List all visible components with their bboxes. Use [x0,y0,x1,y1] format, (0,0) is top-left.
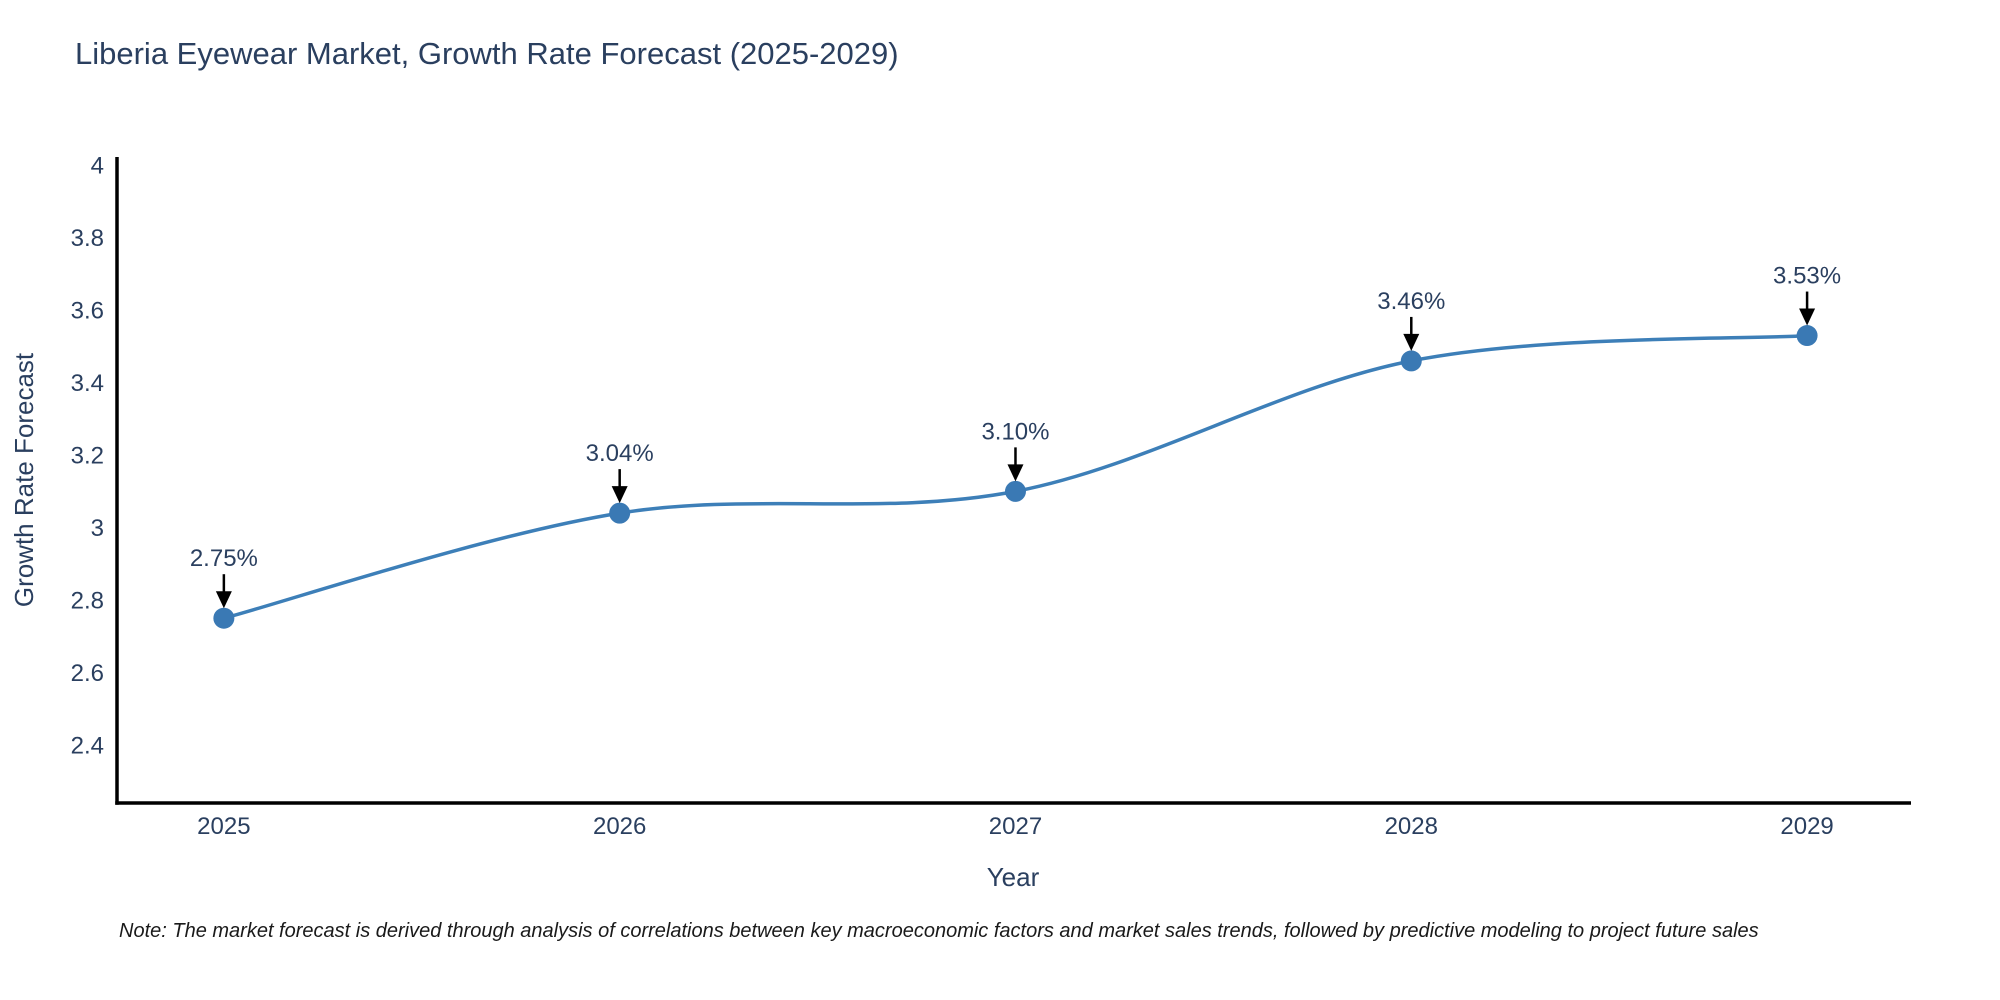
annotation-label: 3.46% [1377,288,1445,315]
annotation-arrowhead-icon [1799,308,1816,326]
annotation: 3.53% [1773,263,1841,326]
annotation: 3.04% [586,440,654,504]
annotation-label: 3.04% [586,440,654,467]
chart-title: Liberia Eyewear Market, Growth Rate Fore… [75,36,899,71]
annotation: 3.10% [981,418,1050,482]
data-point-marker[interactable] [213,607,235,629]
annotation: 3.46% [1377,288,1445,351]
annotation: 2.75% [190,545,258,609]
y-tick-label: 3.4 [71,370,104,397]
data-point-marker[interactable] [1004,480,1026,502]
y-axis-title: Growth Rate Forecast [9,352,39,607]
x-tick-label: 2028 [1385,813,1438,840]
y-tick-label: 3 [91,515,104,542]
data-point-markers [213,325,1818,629]
x-tick-label: 2027 [989,813,1042,840]
x-tick-label: 2025 [197,813,250,840]
y-tick-label: 2.4 [71,733,104,760]
y-tick-label: 2.6 [71,660,104,687]
annotation-label: 2.75% [190,545,258,572]
y-tick-label: 3.2 [71,443,104,470]
chart-note: Note: The market forecast is derived thr… [119,920,1759,942]
data-point-marker[interactable] [609,502,631,524]
annotation-arrowhead-icon [611,486,628,504]
y-tick-labels: 4 3.8 3.6 3.4 3.2 3 2.8 2.6 2.4 [71,153,104,760]
y-tick-label: 4 [91,153,104,180]
y-tick-label: 3.6 [71,298,104,325]
x-tick-labels: 2025 2026 2027 2028 2029 [197,813,1834,840]
annotation-label: 3.53% [1773,263,1841,290]
data-point-marker[interactable] [1796,325,1818,347]
y-tick-label: 3.8 [71,225,104,252]
x-tick-label: 2029 [1780,813,1833,840]
x-axis-title: Year [987,862,1040,892]
annotation-arrowhead-icon [215,591,232,609]
y-tick-label: 2.8 [71,588,104,615]
annotation-arrowhead-icon [1007,464,1024,482]
x-tick-label: 2026 [593,813,646,840]
annotations: 2.75% 3.04% 3.10% 3.46% 3.53% [190,263,1841,609]
annotation-arrowhead-icon [1403,333,1420,351]
data-point-marker[interactable] [1400,350,1422,372]
annotation-label: 3.10% [981,418,1049,445]
